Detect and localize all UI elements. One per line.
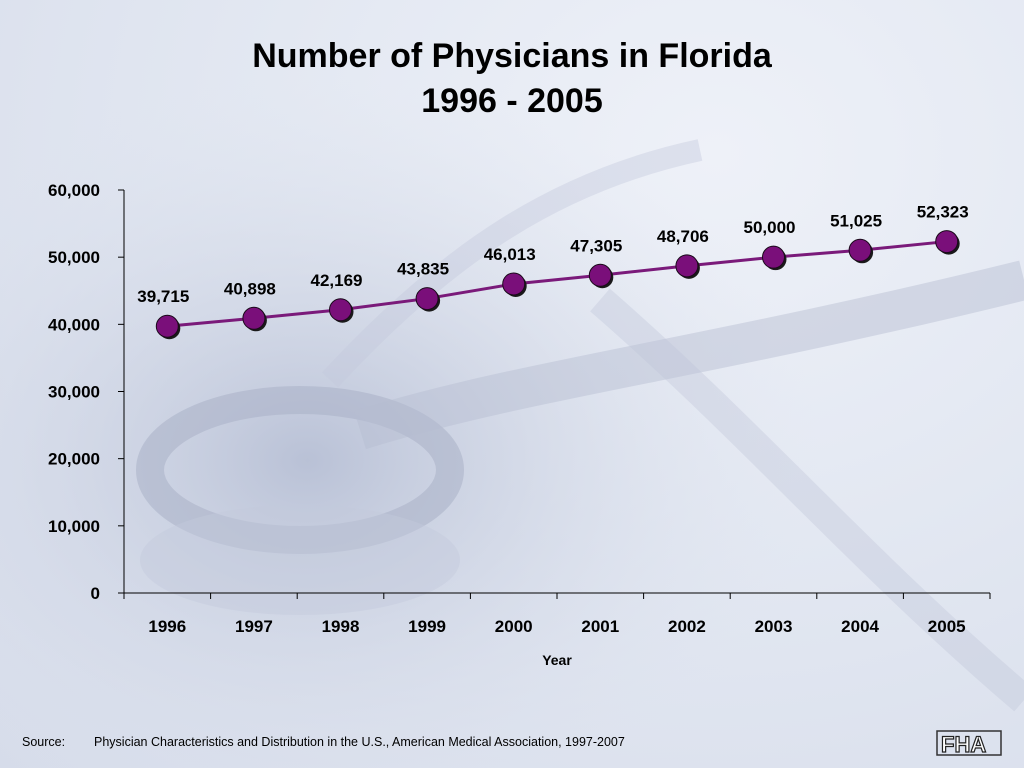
data-label: 47,305 <box>570 236 622 255</box>
data-label: 50,000 <box>744 218 796 237</box>
svg-text:FHA: FHA <box>941 732 986 757</box>
fha-logo: FHA <box>936 730 1002 758</box>
y-tick-label: 20,000 <box>48 450 100 469</box>
data-point <box>329 298 352 322</box>
data-point <box>848 238 872 262</box>
data-label: 46,013 <box>484 245 536 264</box>
x-axis-title: Year <box>542 652 572 668</box>
y-tick-label: 50,000 <box>48 248 100 267</box>
source-citation: Physician Characteristics and Distributi… <box>94 735 625 749</box>
data-label: 43,835 <box>397 260 449 279</box>
y-tick-label: 10,000 <box>48 517 100 536</box>
x-tick-label: 1996 <box>148 617 186 636</box>
source-label: Source: <box>22 735 66 749</box>
x-tick-label: 2002 <box>668 617 706 636</box>
chart-title-line-1: Number of Physicians in Florida <box>252 37 772 75</box>
line-chart: 0 10,000 20,000 30,000 40,000 50,000 60,000 199… <box>48 181 991 668</box>
data-point <box>415 287 439 311</box>
y-tick-label: 40,000 <box>48 315 100 334</box>
data-point <box>675 254 699 278</box>
x-tick-label: 2001 <box>581 617 619 636</box>
data-label: 42,169 <box>311 271 363 290</box>
x-tick-label: 2005 <box>928 617 966 636</box>
data-label: 39,715 <box>137 287 189 306</box>
x-tick-label: 2003 <box>755 617 793 636</box>
data-label: 51,025 <box>830 211 882 230</box>
chart-title-line-2: 1996 - 2005 <box>421 82 603 120</box>
x-tick-label: 1998 <box>322 617 360 636</box>
data-point <box>762 245 785 269</box>
x-tick-label: 2000 <box>495 617 533 636</box>
data-label: 40,898 <box>224 279 276 298</box>
series-line <box>167 240 947 328</box>
y-tick-label: 60,000 <box>48 181 100 200</box>
data-point <box>935 230 959 254</box>
x-tick-label: 1997 <box>235 617 273 636</box>
x-tick-label: 2004 <box>841 617 879 636</box>
data-point <box>155 314 179 338</box>
y-tick-label: 30,000 <box>48 383 100 402</box>
x-tick-label: 1999 <box>408 617 446 636</box>
data-label: 52,323 <box>917 203 969 222</box>
data-point <box>242 306 266 330</box>
data-point <box>502 272 526 296</box>
y-tick-label: 0 <box>91 584 100 603</box>
data-label: 48,706 <box>657 227 709 246</box>
data-point <box>588 263 612 287</box>
